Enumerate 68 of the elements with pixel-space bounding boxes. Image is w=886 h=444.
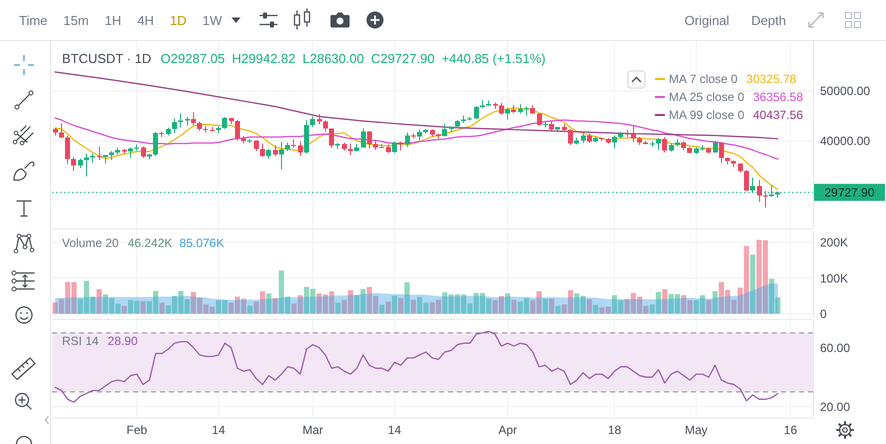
y-tick-label: 50000.00 [820, 84, 870, 98]
y-tick-label: 0 [820, 306, 827, 321]
x-tick-label: Feb [126, 423, 148, 437]
bar [379, 304, 385, 314]
bar [335, 302, 341, 314]
legend-label: MA 99 close 0 [668, 108, 745, 122]
bar [392, 296, 398, 314]
bar [586, 299, 592, 314]
text: Time [19, 13, 48, 28]
text: 15m [63, 13, 89, 28]
x-tick-label: 14 [212, 423, 226, 437]
x-tick-label: Mar [302, 423, 324, 437]
annotation: 40437.56 [752, 108, 804, 122]
text: RSI 14 [62, 334, 100, 348]
bar [549, 298, 554, 314]
bar [511, 300, 517, 314]
annotation: +440.85 (+1.51%) [442, 51, 546, 66]
bar [140, 301, 146, 314]
annotation: C29727.90 [370, 51, 435, 66]
text: Original [684, 13, 730, 28]
y-tick-label: 40000.00 [820, 134, 870, 148]
bar [266, 293, 272, 314]
annotation: 28.90 [108, 334, 138, 348]
text: BTCUSDT · 1D [62, 51, 152, 66]
bar [542, 298, 548, 314]
text: 1W [202, 13, 223, 28]
bar [706, 300, 712, 314]
x-tick-label: May [684, 423, 708, 437]
chart-title: Volume 20 [62, 236, 120, 250]
bar [750, 254, 756, 314]
ref-line-label: 29727.90 [824, 186, 875, 200]
x-tick-label: Apr [498, 423, 517, 437]
x-tick-label: 16 [784, 423, 798, 437]
text: 1D [170, 13, 187, 28]
annotation: 46.242K [128, 236, 172, 250]
bar [159, 302, 165, 314]
legend-label: MA 7 close 0 [668, 72, 738, 86]
bar [96, 289, 102, 314]
y-tick-label: 60.00 [820, 340, 850, 355]
annotation: H29942.82 [232, 51, 296, 66]
bar [386, 302, 391, 314]
bar [272, 298, 278, 314]
annotation: L28630.00 [302, 51, 364, 66]
y-tick-label: 20.00 [820, 400, 850, 414]
annotation: O29287.05 [160, 51, 225, 66]
bar [712, 291, 718, 314]
bar [122, 306, 127, 314]
candlestick [763, 191, 768, 208]
annotation: 85.076K [179, 236, 224, 250]
legend-label: MA 25 close 0 [668, 90, 745, 104]
annotation: 30325.78 [746, 72, 797, 86]
bar [398, 298, 404, 314]
bar [555, 306, 561, 314]
bar [505, 293, 510, 314]
bar [410, 300, 416, 314]
x-tick-label: 18 [608, 423, 622, 437]
x-tick-label: 14 [388, 423, 402, 437]
bar [404, 282, 410, 314]
bar [593, 304, 598, 314]
bar [662, 289, 668, 314]
bar [247, 306, 253, 314]
y-tick-label: 200K [820, 236, 848, 250]
candlestick [97, 146, 102, 160]
text: 1H [104, 13, 122, 28]
y-tick-label: 100K [820, 271, 848, 286]
text: Depth [751, 13, 786, 28]
text: 4H [137, 13, 154, 28]
annotation: 36356.58 [752, 90, 804, 104]
